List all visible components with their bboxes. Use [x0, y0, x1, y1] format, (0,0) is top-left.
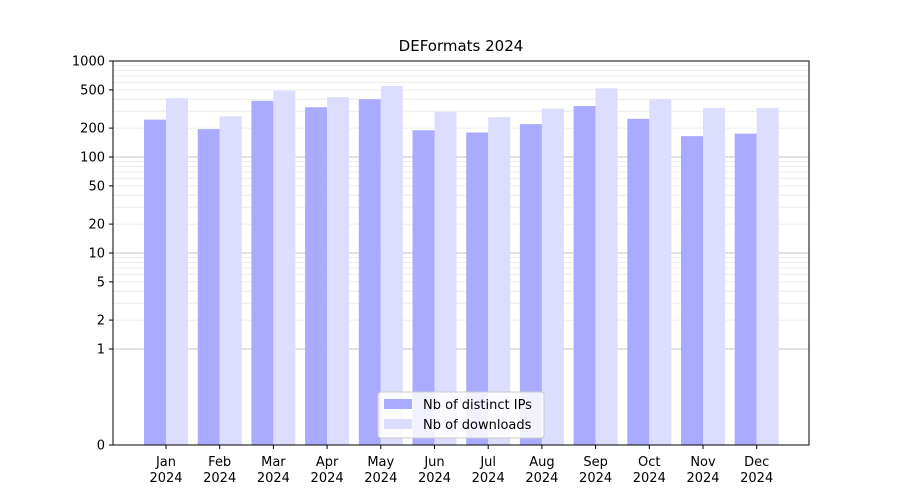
- bar-distinct-ips: [627, 118, 650, 445]
- x-tick-label: Aug 2024: [525, 455, 558, 486]
- bar-downloads: [166, 98, 188, 445]
- bar-distinct-ips: [466, 132, 489, 445]
- bar-downloads: [595, 88, 618, 446]
- y-tick-label: 500: [80, 83, 105, 98]
- y-tick-label: 10: [88, 247, 105, 262]
- y-axis: 0 1 2 5 10 20 50 100 200 500 1000: [72, 55, 113, 454]
- chart-title: DEFormats 2024: [399, 37, 524, 55]
- y-tick-label: 0: [97, 439, 105, 454]
- bar-downloads: [327, 97, 350, 446]
- bar-downloads: [273, 90, 296, 445]
- legend: Nb of distinct IPs Nb of downloads: [377, 391, 545, 439]
- bar-downloads: [649, 99, 672, 445]
- y-tick-label: 50: [88, 179, 105, 194]
- legend-box: [377, 391, 545, 439]
- bar-distinct-ips: [519, 124, 542, 445]
- bars: [144, 85, 779, 446]
- legend-label: Nb of downloads: [423, 418, 532, 433]
- y-tick-label: 5: [97, 275, 105, 290]
- x-tick-label: Mar 2024: [257, 455, 290, 486]
- bar-downloads: [380, 85, 403, 446]
- x-tick-label: Apr 2024: [311, 455, 344, 486]
- legend-swatch: [384, 419, 412, 429]
- bar-downloads: [703, 107, 725, 446]
- x-tick-label: Jan 2024: [149, 455, 182, 486]
- y-tick-label: 20: [88, 218, 105, 233]
- legend-label: Nb of distinct IPs: [423, 398, 532, 413]
- bar-distinct-ips: [681, 136, 703, 446]
- y-tick-label: 1000: [72, 55, 105, 70]
- bar-distinct-ips: [573, 105, 596, 445]
- x-tick-label: Dec 2024: [740, 455, 773, 486]
- bar-distinct-ips: [734, 133, 757, 446]
- y-tick-label: 1: [97, 343, 105, 358]
- bar-distinct-ips: [305, 107, 328, 446]
- y-tick-label: 200: [80, 122, 105, 137]
- bar-distinct-ips: [144, 119, 166, 446]
- bar-distinct-ips: [358, 99, 381, 445]
- x-tick-label: Nov 2024: [686, 455, 719, 486]
- bar-distinct-ips: [251, 100, 274, 445]
- bar-downloads: [541, 108, 564, 445]
- bar-downloads: [219, 116, 242, 445]
- bar-distinct-ips: [412, 130, 435, 445]
- x-axis: Jan 2024 Feb 2024 Mar 2024 Apr 2024 May 2024 Jun 20…: [149, 445, 773, 486]
- x-tick-label: May 2024: [364, 455, 397, 486]
- y-tick-label: 2: [97, 314, 105, 329]
- x-tick-label: Jun 2024: [418, 455, 451, 486]
- x-tick-label: Feb 2024: [203, 455, 236, 486]
- bar-distinct-ips: [197, 129, 220, 445]
- legend-swatch: [384, 399, 412, 409]
- bar-downloads: [488, 117, 511, 445]
- bar-downloads: [434, 111, 457, 445]
- bar-downloads: [756, 107, 779, 446]
- y-tick-label: 100: [80, 151, 105, 166]
- x-tick-label: Oct 2024: [633, 455, 666, 486]
- x-tick-label: Sep 2024: [579, 455, 612, 486]
- x-tick-label: Jul 2024: [472, 455, 505, 486]
